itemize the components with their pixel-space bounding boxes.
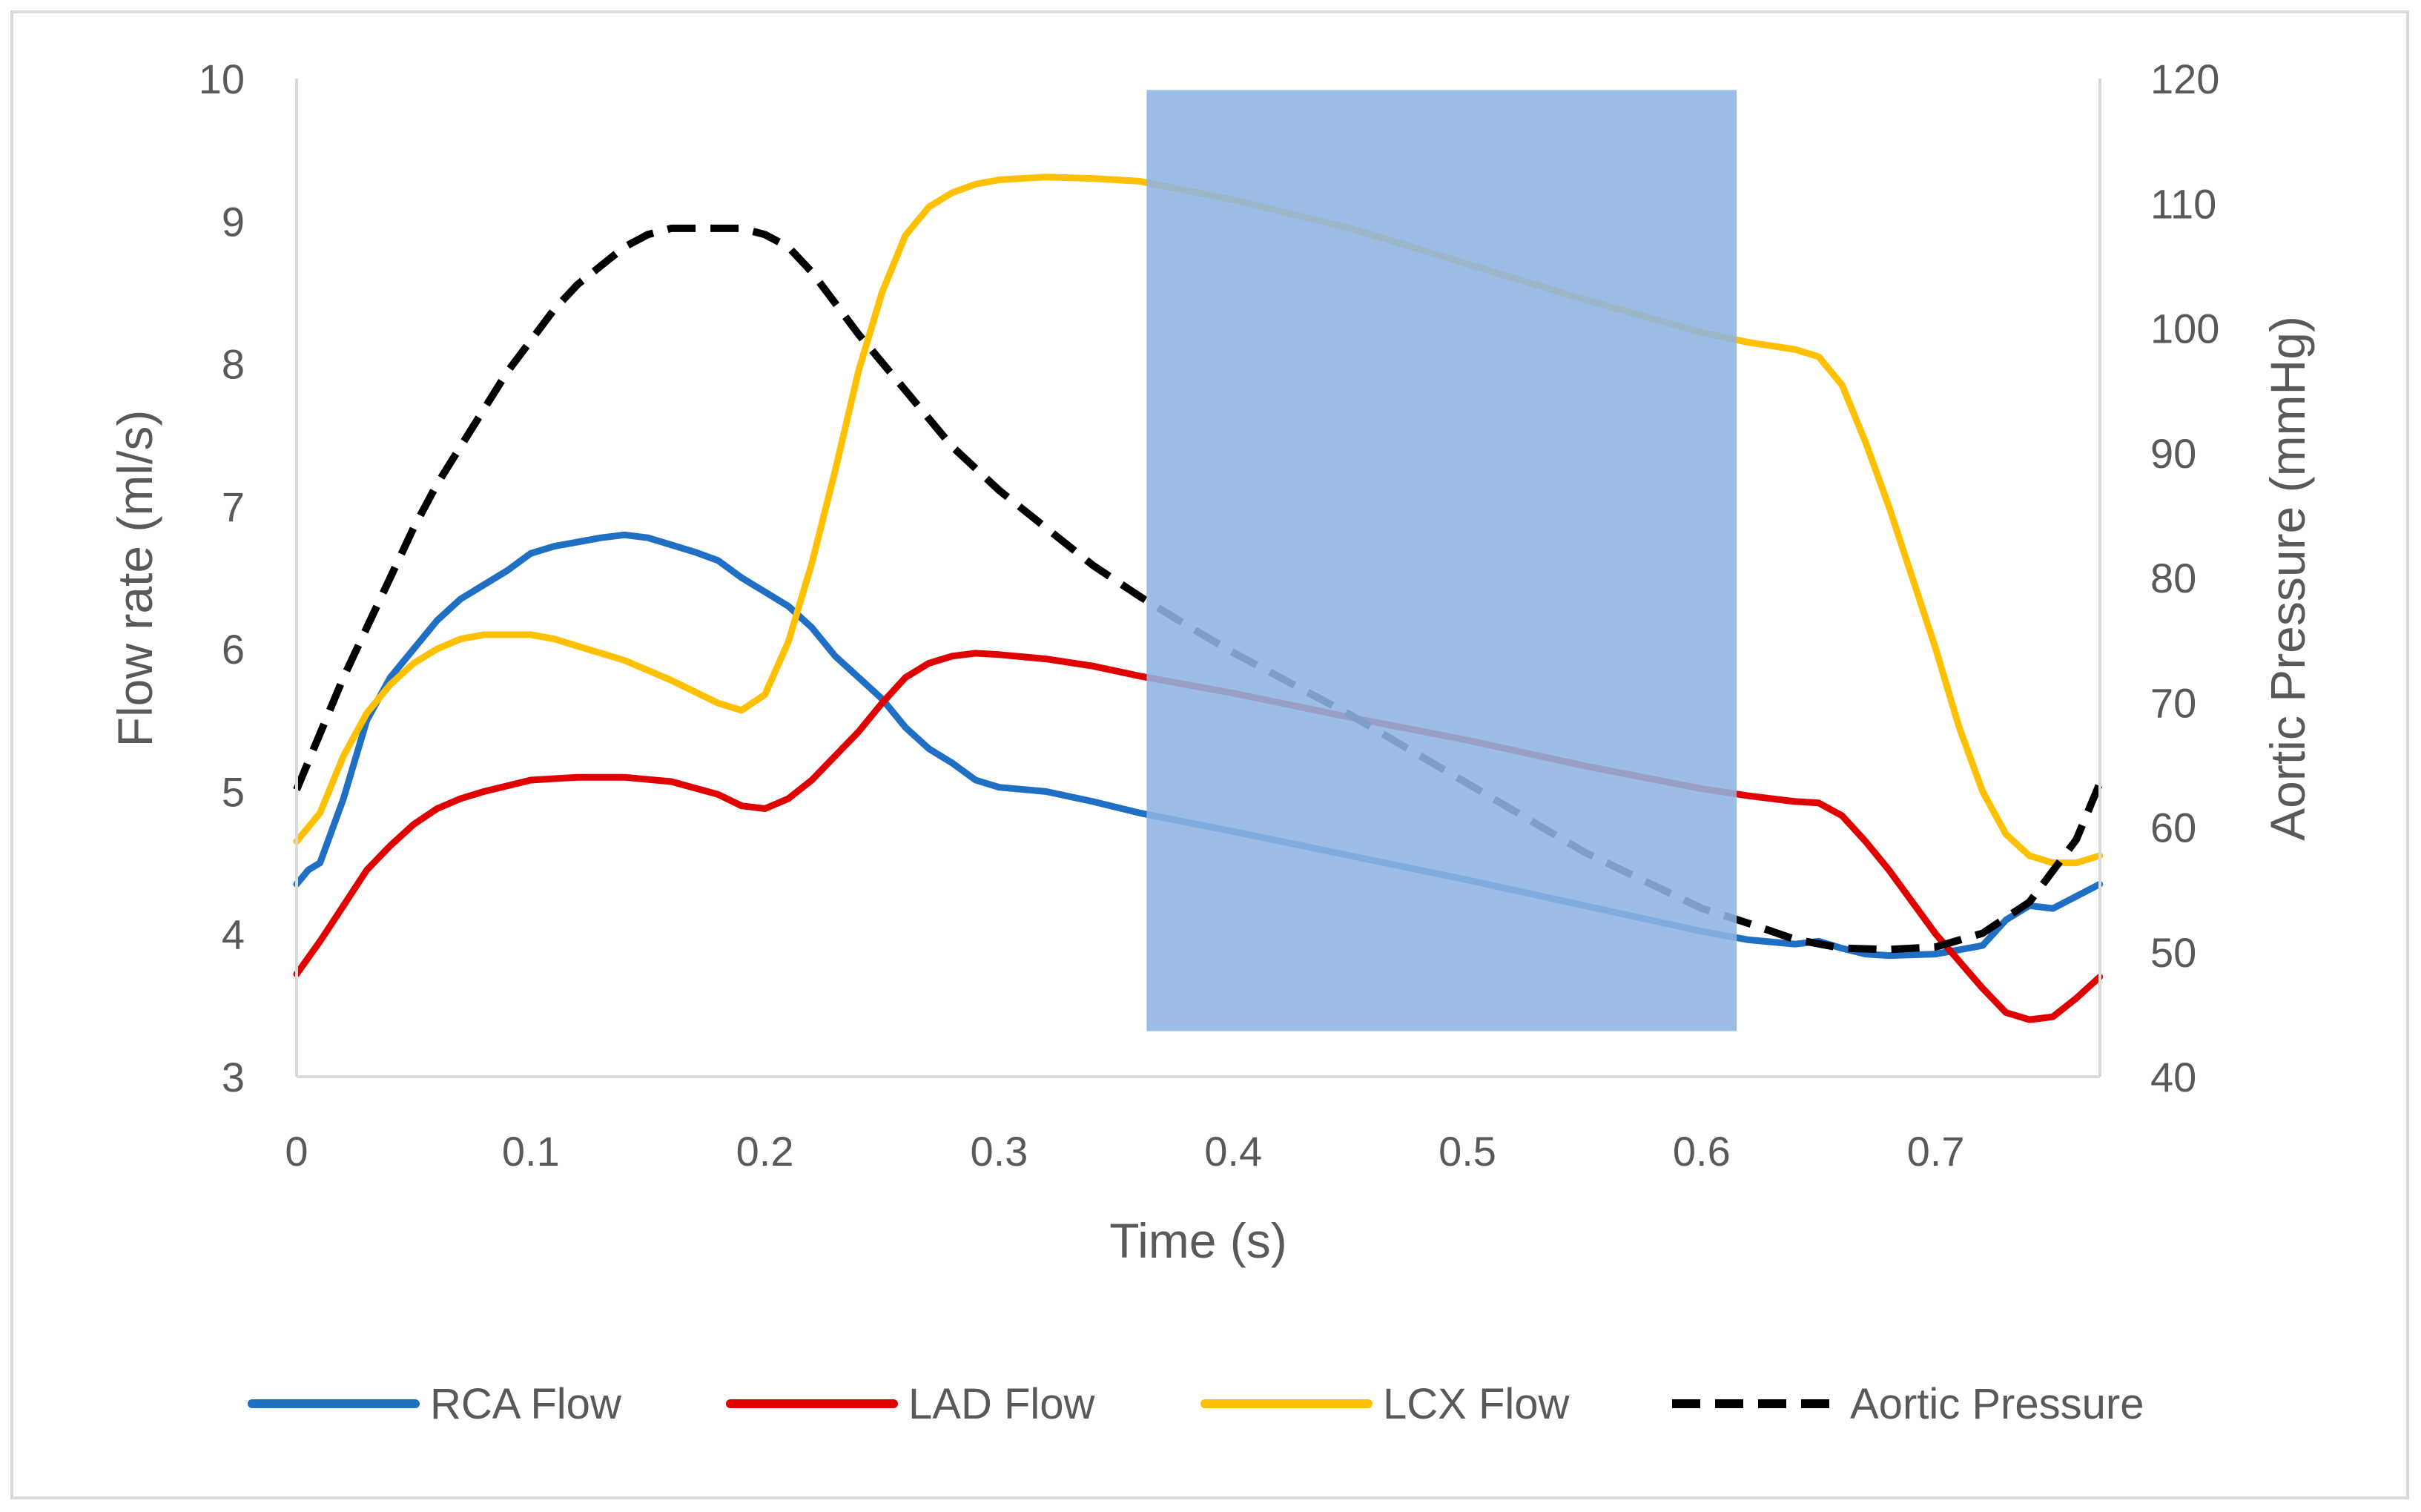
highlighted-time-region [1146, 90, 1737, 1031]
left-y-axis-title: Flow rate (ml/s) [108, 410, 162, 747]
left-y-tick-label: 8 [222, 341, 245, 388]
x-tick-label: 0.3 [970, 1128, 1028, 1175]
x-tick-label: 0.7 [1907, 1128, 1965, 1175]
x-tick-label: 0 [285, 1128, 308, 1175]
x-axis-title: Time (s) [1109, 1213, 1287, 1268]
legend: RCA Flow LAD Flow LCX Flow Aortic Pressu… [248, 1380, 2144, 1428]
left-y-tick-label: 9 [222, 198, 245, 245]
right-y-tick-label: 40 [2150, 1054, 2196, 1100]
legend-label-aortic-pressure: Aortic Pressure [1850, 1380, 2144, 1428]
right-y-tick-label: 50 [2150, 929, 2196, 976]
legend-label-lad-flow: LAD Flow [908, 1380, 1096, 1428]
right-y-axis-title: Aortic Pressure (mmHg) [2260, 316, 2315, 841]
legend-item-aortic-pressure: Aortic Pressure [1672, 1380, 2144, 1428]
left-y-tick-label: 5 [222, 768, 245, 815]
right-y-tick-label: 90 [2150, 430, 2196, 477]
legend-label-lcx-flow: LCX Flow [1383, 1380, 1570, 1428]
left-y-tick-label: 4 [222, 911, 245, 958]
series-line-lad-flow [293, 650, 2104, 1023]
series-line-aortic-pressure [293, 224, 2104, 954]
right-y-tick-label: 70 [2150, 679, 2196, 726]
legend-item-lcx-flow: LCX Flow [1200, 1380, 1570, 1428]
right-y-tick-label: 110 [2150, 180, 2216, 227]
legend-item-rca-flow: RCA Flow [248, 1380, 622, 1428]
left-y-tick-label: 10 [199, 56, 245, 102]
right-y-tick-label: 60 [2150, 805, 2196, 851]
legend-item-lad-flow: LAD Flow [726, 1380, 1096, 1428]
legend-label-rca-flow: RCA Flow [430, 1380, 622, 1428]
x-tick-label: 0.1 [502, 1128, 560, 1175]
x-tick-label: 0.5 [1439, 1128, 1496, 1175]
x-tick-label: 0.4 [1204, 1128, 1262, 1175]
right-y-tick-label: 80 [2150, 555, 2196, 601]
right-y-tick-label: 120 [2150, 56, 2219, 102]
left-y-tick-label: 6 [222, 626, 245, 673]
x-tick-label: 0.6 [1673, 1128, 1731, 1175]
left-y-tick-label: 7 [222, 483, 245, 530]
x-tick-label: 0.2 [736, 1128, 794, 1175]
series-line-lcx-flow [293, 174, 2104, 867]
left-y-tick-label: 3 [222, 1054, 245, 1100]
right-y-tick-label: 100 [2150, 306, 2219, 352]
